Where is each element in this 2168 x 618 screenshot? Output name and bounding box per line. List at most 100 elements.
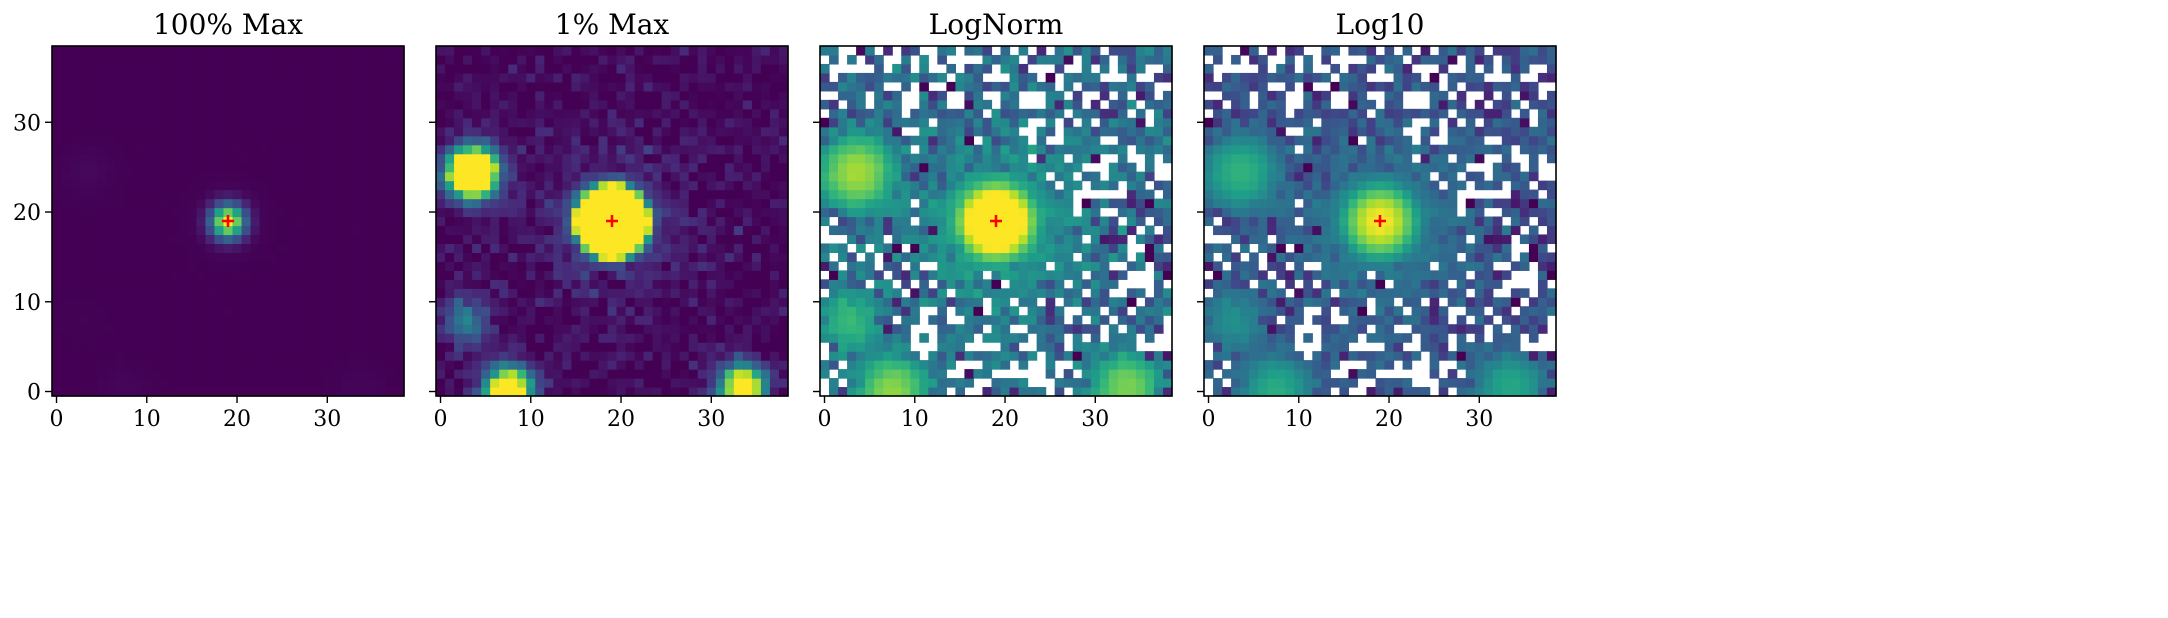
heatmap-cell — [481, 225, 491, 236]
heatmap-cell — [679, 315, 690, 325]
heatmap-cell — [874, 216, 884, 227]
heatmap-cell — [580, 90, 591, 101]
heatmap-cell — [232, 297, 243, 307]
heatmap-cell — [544, 90, 554, 101]
heatmap-cell — [196, 180, 207, 191]
heatmap-cell — [250, 279, 261, 289]
heatmap-cell — [1483, 387, 1494, 397]
heatmap-cell — [1267, 207, 1277, 218]
heatmap-cell — [901, 81, 911, 92]
heatmap-cell — [79, 126, 89, 137]
heatmap-cell — [820, 117, 830, 128]
heatmap-cell — [517, 288, 527, 298]
heatmap-cell — [1330, 297, 1340, 307]
heatmap-cell — [1081, 306, 1092, 316]
heatmap-cell — [919, 99, 929, 110]
heatmap-cell — [1213, 351, 1223, 361]
heatmap-cell — [133, 270, 143, 280]
heatmap-cell — [991, 333, 1002, 343]
heatmap-cell — [778, 63, 789, 74]
heatmap-cell — [955, 126, 966, 137]
heatmap-cell — [286, 144, 297, 155]
heatmap-cell — [1231, 333, 1241, 343]
heatmap-cell — [937, 189, 947, 200]
heatmap-cell — [607, 252, 618, 262]
heatmap-cell — [760, 162, 771, 173]
heatmap-cell — [1213, 198, 1223, 209]
heatmap-cell — [679, 117, 690, 128]
heatmap-cell — [358, 315, 369, 325]
heatmap-cell — [232, 324, 243, 334]
heatmap-cell — [973, 108, 984, 119]
heatmap-cell — [385, 126, 396, 137]
heatmap-cell — [580, 270, 591, 280]
heatmap-cell — [1321, 261, 1331, 271]
heatmap-cell — [598, 369, 609, 379]
heatmap-cell — [169, 360, 179, 370]
heatmap-cell — [376, 324, 387, 334]
heatmap-cell — [1375, 351, 1386, 361]
heatmap-cell — [847, 234, 857, 245]
heatmap-cell — [385, 54, 396, 65]
heatmap-cell — [259, 144, 270, 155]
heatmap-cell — [724, 198, 735, 209]
heatmap-cell — [607, 207, 618, 218]
heatmap-cell — [1072, 342, 1083, 352]
heatmap-cell — [1117, 153, 1128, 164]
heatmap-cell — [286, 198, 297, 209]
heatmap-cell — [241, 279, 252, 289]
heatmap-cell — [142, 207, 152, 218]
heatmap-cell — [643, 369, 654, 379]
heatmap-cell — [463, 198, 473, 209]
heatmap-cell — [1162, 90, 1173, 101]
heatmap-cell — [1249, 297, 1259, 307]
heatmap-cell — [490, 315, 500, 325]
heatmap-cell — [544, 378, 554, 388]
heatmap-cell — [463, 153, 473, 164]
heatmap-cell — [436, 63, 446, 74]
heatmap-cell — [1276, 261, 1286, 271]
heatmap-cell — [385, 46, 396, 56]
heatmap-cell — [964, 108, 975, 119]
heatmap-cell — [88, 243, 98, 254]
heatmap-cell — [376, 126, 387, 137]
heatmap-cell — [385, 63, 396, 74]
heatmap-cell — [937, 216, 947, 227]
heatmap-cell — [1537, 378, 1548, 388]
heatmap-cell — [1447, 297, 1458, 307]
heatmap-cell — [778, 225, 789, 236]
heatmap-cell — [1501, 342, 1512, 352]
heatmap-cell — [892, 162, 902, 173]
heatmap-cell — [97, 351, 107, 361]
heatmap-cell — [715, 153, 726, 164]
heatmap-cell — [70, 46, 80, 56]
heatmap-cell — [1018, 72, 1029, 83]
heatmap-cell — [1126, 225, 1137, 236]
heatmap-cell — [571, 234, 582, 245]
heatmap-cell — [70, 297, 80, 307]
x-tick-label: 0 — [818, 407, 832, 432]
heatmap-cell — [1366, 216, 1377, 227]
heatmap-cell — [52, 135, 62, 146]
heatmap-cell — [1519, 378, 1530, 388]
heatmap-cell — [286, 72, 297, 83]
heatmap-cell — [1348, 234, 1359, 245]
heatmap-cell — [472, 360, 482, 370]
heatmap-cell — [1546, 306, 1557, 316]
heatmap-cell — [187, 99, 198, 110]
heatmap-cell — [259, 153, 270, 164]
heatmap-cell — [928, 315, 938, 325]
heatmap-cell — [982, 225, 993, 236]
heatmap-cell — [1099, 117, 1110, 128]
heatmap-cell — [463, 351, 473, 361]
heatmap-cell — [733, 270, 744, 280]
heatmap-cell — [385, 351, 396, 361]
heatmap-cell — [472, 171, 482, 182]
heatmap-cell — [169, 90, 179, 101]
heatmap-cell — [196, 315, 207, 325]
heatmap-cell — [1501, 252, 1512, 262]
heatmap-cell — [1483, 252, 1494, 262]
heatmap-cell — [517, 135, 527, 146]
heatmap-cell — [196, 144, 207, 155]
heatmap-cell — [1321, 252, 1331, 262]
